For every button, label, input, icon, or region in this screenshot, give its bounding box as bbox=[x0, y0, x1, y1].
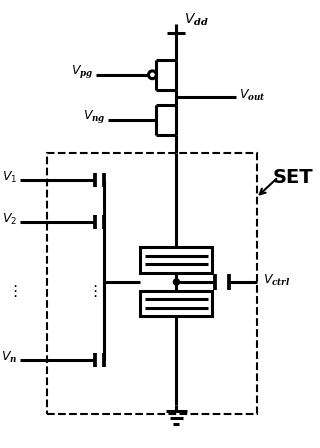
Text: $\vdots$: $\vdots$ bbox=[7, 283, 17, 299]
Bar bbox=[140, 291, 212, 316]
Text: $V_{1}$: $V_{1}$ bbox=[2, 170, 17, 185]
Bar bbox=[47, 153, 258, 414]
Text: $V_{\mathregular{ctrl}}$: $V_{\mathregular{ctrl}}$ bbox=[263, 273, 291, 288]
Bar bbox=[140, 247, 212, 273]
Text: $V_{\mathregular{n}}$: $V_{\mathregular{n}}$ bbox=[1, 350, 17, 365]
Text: $\vdots$: $\vdots$ bbox=[86, 283, 97, 299]
Text: $V_{\mathregular{out}}$: $V_{\mathregular{out}}$ bbox=[239, 88, 266, 103]
Text: $V_{\mathregular{pg}}$: $V_{\mathregular{pg}}$ bbox=[71, 63, 93, 80]
Text: $V_{\mathregular{dd}}$: $V_{\mathregular{dd}}$ bbox=[184, 12, 209, 28]
Circle shape bbox=[173, 279, 180, 285]
Text: $V_{\mathregular{ng}}$: $V_{\mathregular{ng}}$ bbox=[83, 108, 105, 125]
Text: SET: SET bbox=[273, 168, 313, 187]
Text: $V_{2}$: $V_{2}$ bbox=[2, 212, 17, 227]
